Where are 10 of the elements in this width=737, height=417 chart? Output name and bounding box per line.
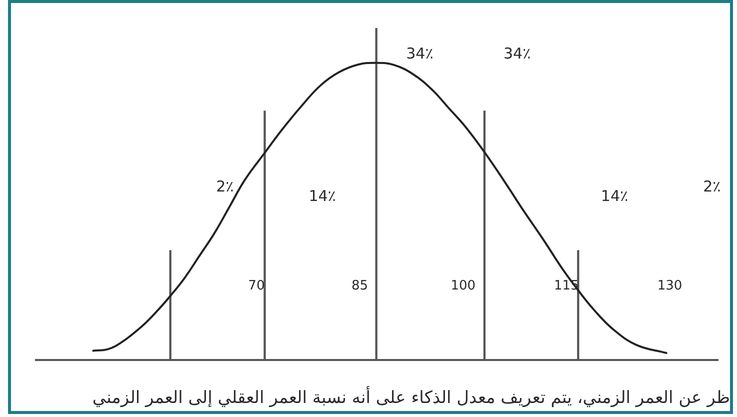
x-tick-label: 130 [657, 278, 682, 294]
annotation: 34٪ [504, 44, 531, 62]
annotation: 14٪ [308, 187, 336, 206]
x-tick-label: 85 [352, 278, 368, 294]
text: ظر عن العمر الزمني، يتم تعريف معدل الذكاء على أنه نسبة العمر العقلي إلى العمر الزمني [92, 386, 730, 410]
annotation: 14٪ [600, 187, 628, 206]
annotation: 2٪ [216, 177, 234, 196]
annotation: 34٪ [406, 44, 434, 62]
annotation: 2٪ [703, 177, 721, 196]
x-tick-label: 100 [450, 278, 476, 294]
